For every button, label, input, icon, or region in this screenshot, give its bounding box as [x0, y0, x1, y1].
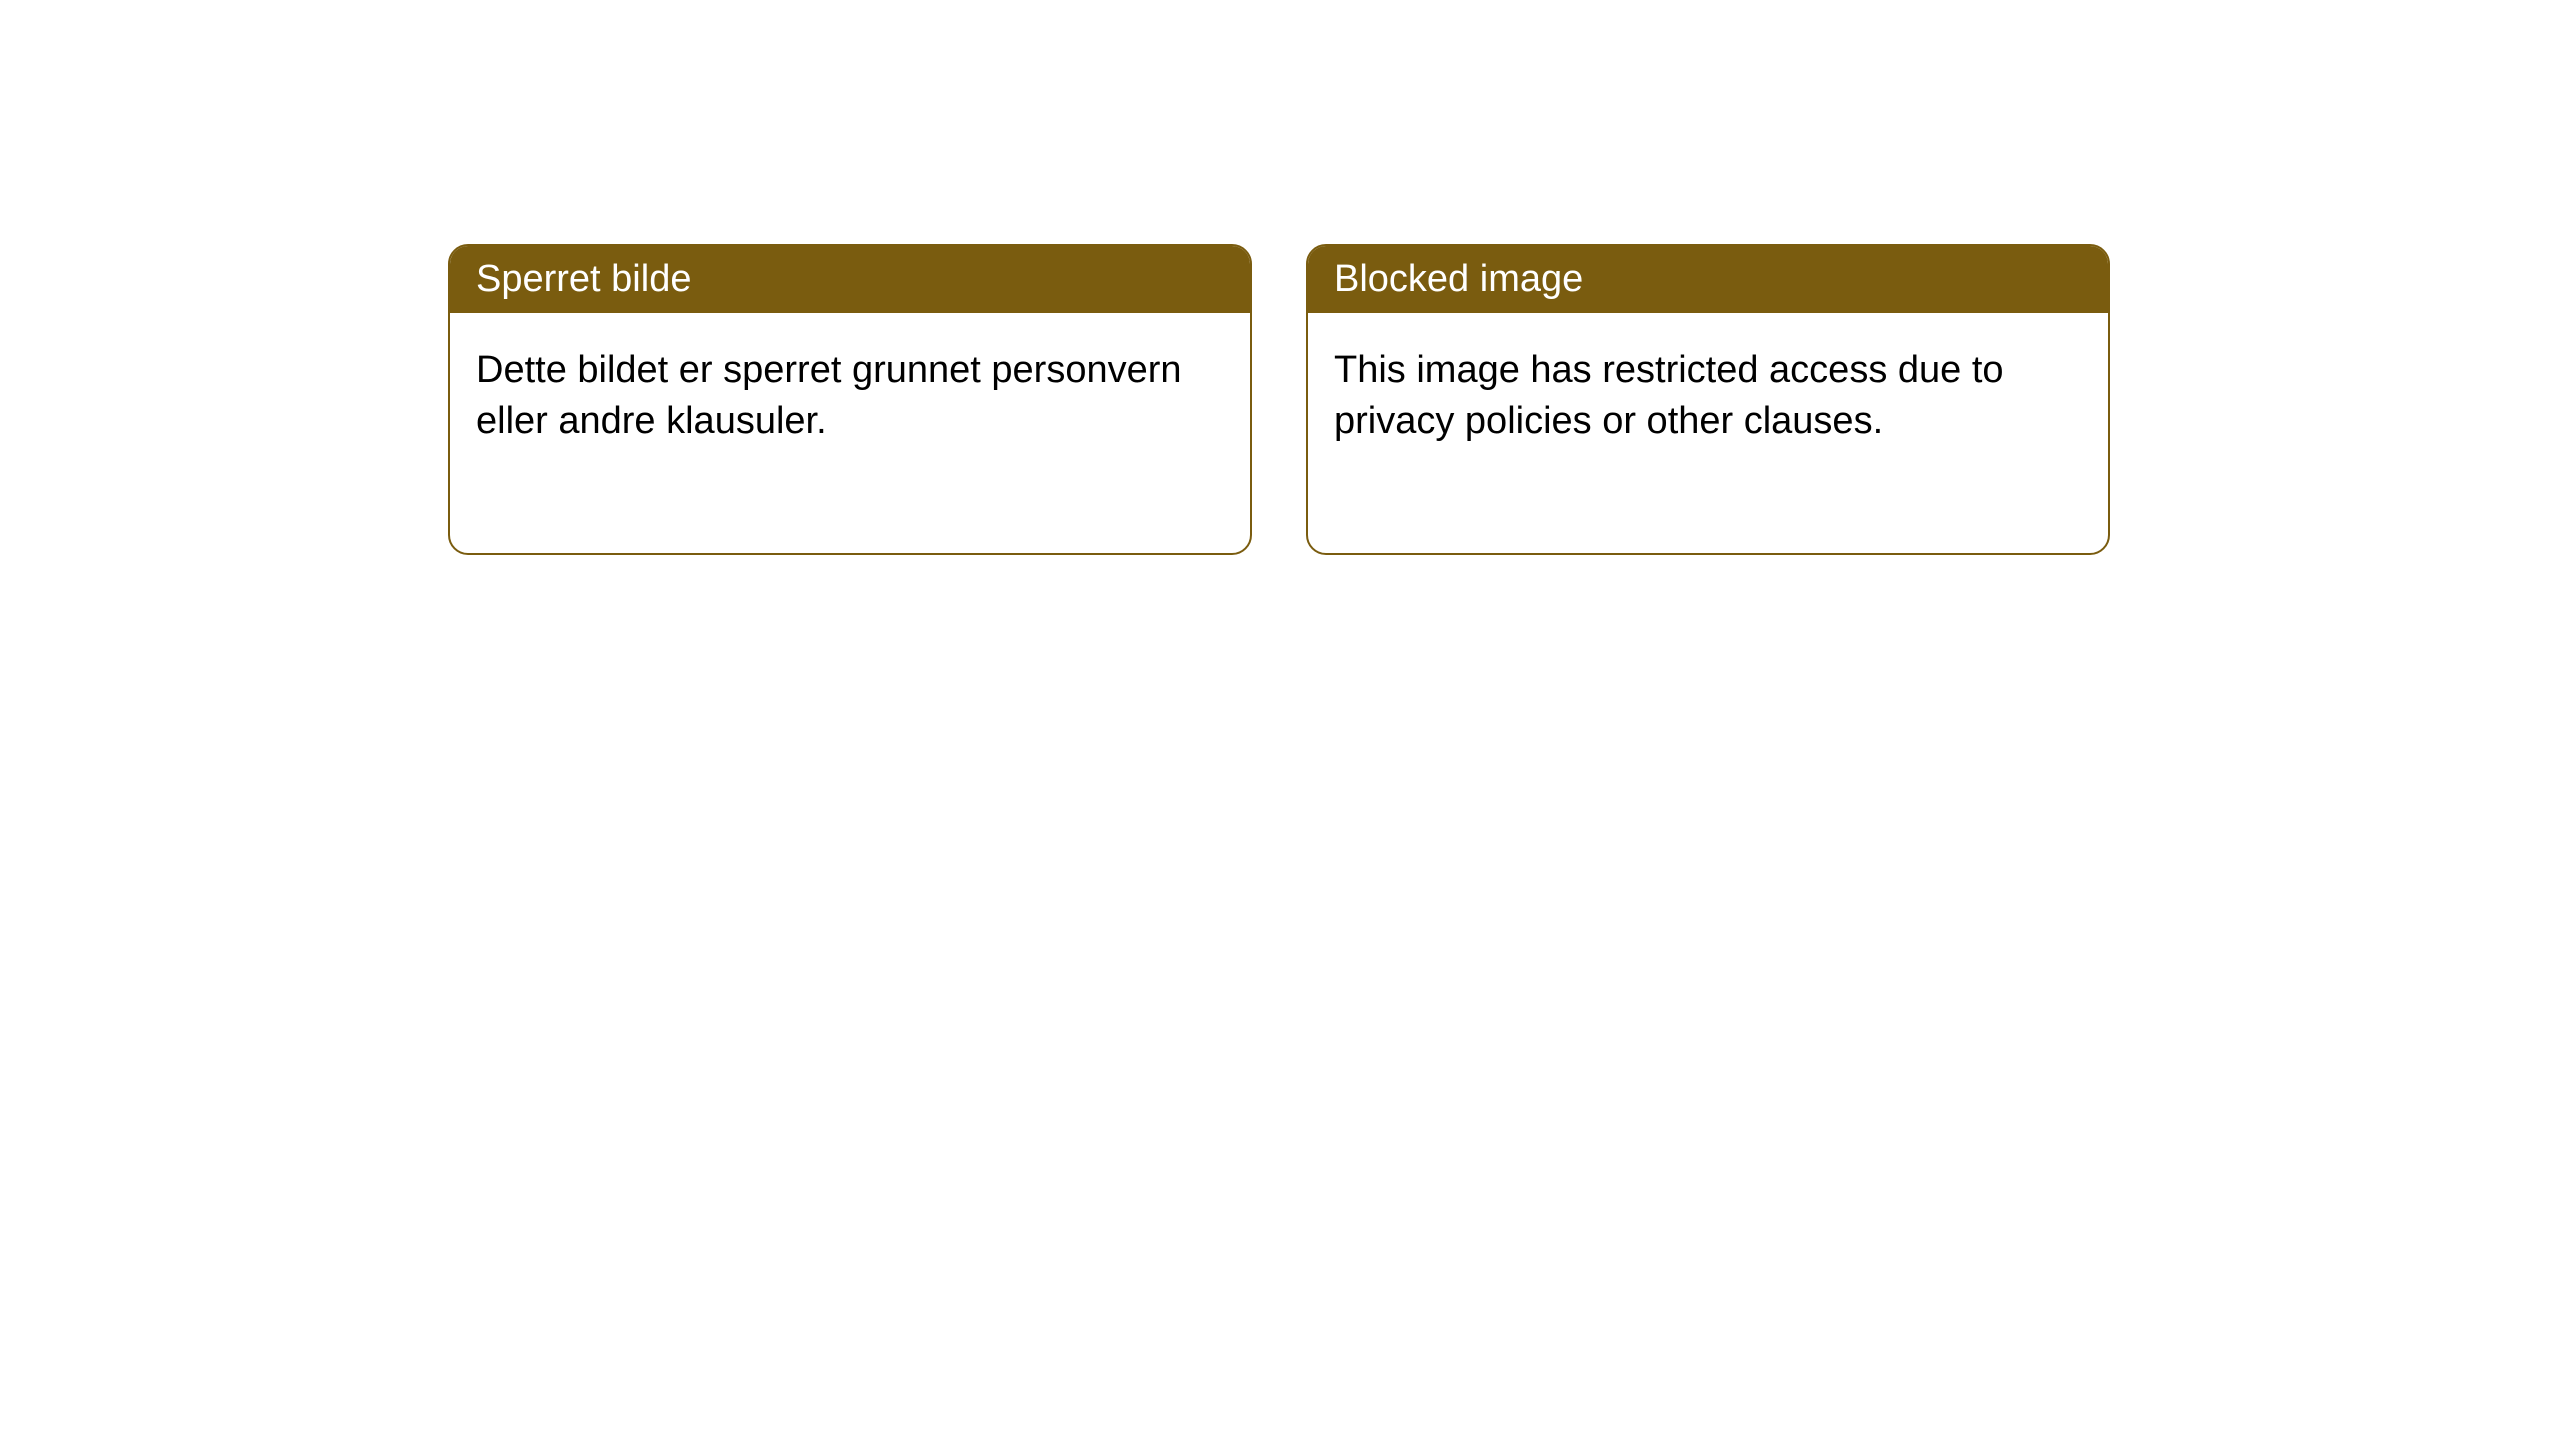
card-body: This image has restricted access due to … — [1308, 313, 2108, 553]
card-header-text: Sperret bilde — [476, 258, 691, 300]
card-header: Sperret bilde — [450, 246, 1250, 313]
card-header: Blocked image — [1308, 246, 2108, 313]
notice-cards-container: Sperret bilde Dette bildet er sperret gr… — [448, 244, 2110, 555]
notice-card-english: Blocked image This image has restricted … — [1306, 244, 2110, 555]
notice-card-norwegian: Sperret bilde Dette bildet er sperret gr… — [448, 244, 1252, 555]
card-body: Dette bildet er sperret grunnet personve… — [450, 313, 1250, 553]
card-body-text: Dette bildet er sperret grunnet personve… — [476, 349, 1182, 442]
card-header-text: Blocked image — [1334, 258, 1583, 300]
card-body-text: This image has restricted access due to … — [1334, 349, 2004, 442]
